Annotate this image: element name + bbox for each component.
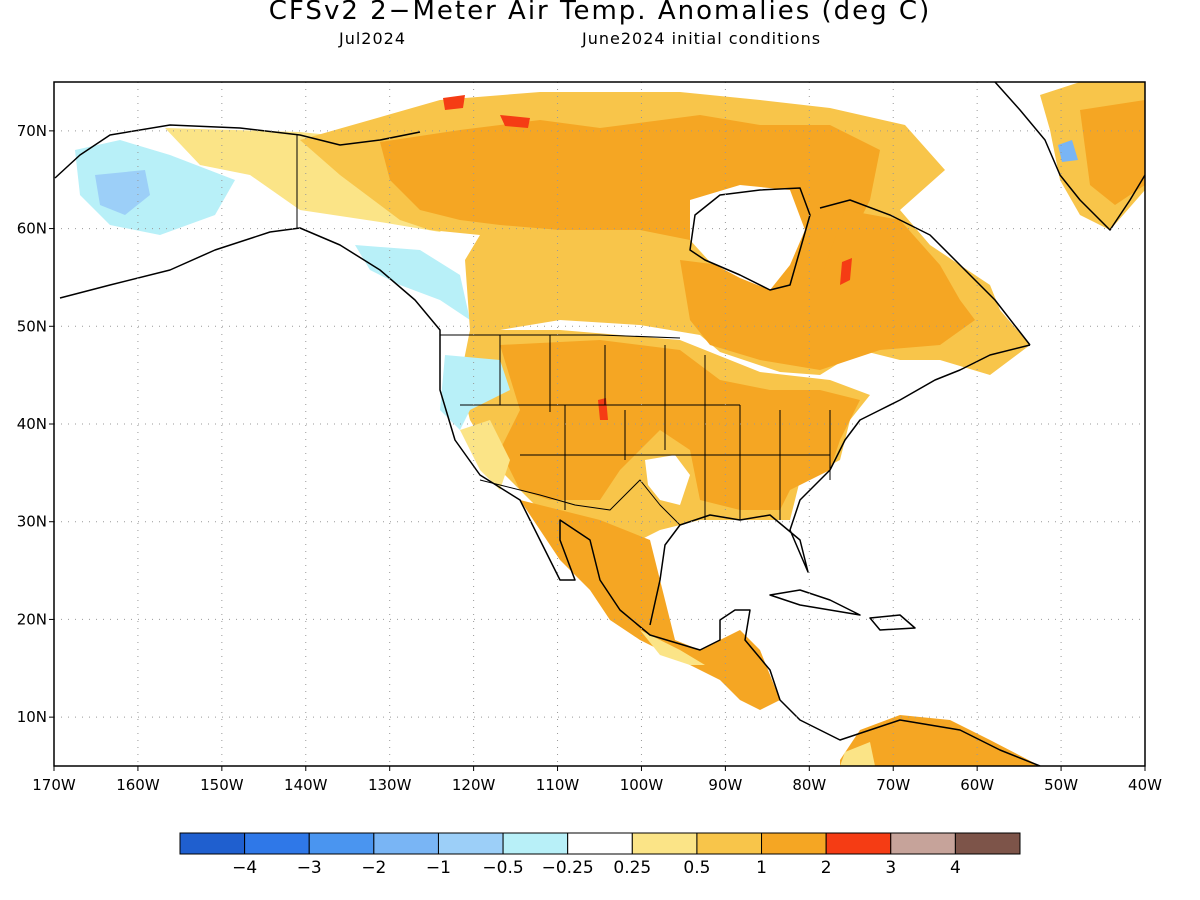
legend-label: 4: [950, 858, 961, 878]
legend-swatch: [825, 832, 892, 855]
lat-tick-label: 10N: [17, 708, 47, 726]
lon-tick-label: 60W: [960, 776, 994, 794]
legend-swatch: [179, 832, 246, 855]
latitude-labels: 10N 20N 30N 40N 50N 60N 70N: [17, 122, 54, 726]
alaska-cooler-area: [95, 170, 150, 215]
north-america-coast: [59, 227, 1041, 766]
south-america-yellow-area: [840, 742, 875, 766]
lon-tick-label: 140W: [284, 776, 328, 794]
alaska-cool-area: [75, 140, 235, 235]
legend-swatch: [437, 832, 504, 855]
hudson-bay-blank: [690, 185, 805, 290]
hispaniola-coast: [869, 614, 916, 631]
legend-label: −4: [232, 858, 257, 878]
gulf-coast: [649, 344, 1031, 626]
hudson-bay-coast: [689, 187, 811, 291]
lon-tick-label: 40W: [1128, 776, 1162, 794]
lon-tick-label: 100W: [620, 776, 664, 794]
lon-tick-label: 160W: [116, 776, 160, 794]
longitude-labels: 170W 160W 150W 140W 130W 120W 110W 100W 90W 80W 70…: [32, 766, 1162, 794]
lon-tick-label: 90W: [708, 776, 742, 794]
coastlines: [54, 82, 1145, 766]
map-title: CFSv2 2−Meter Air Temp. Anomalies (deg C…: [268, 0, 932, 26]
legend-label: 1: [756, 858, 767, 878]
lon-tick-label: 150W: [200, 776, 244, 794]
legend-swatch: [502, 832, 569, 855]
greenland-warmer-area: [1080, 100, 1145, 205]
greenland-coast: [994, 82, 1145, 231]
legend-swatch: [890, 832, 956, 855]
initial-conditions: June2024 initial conditions: [582, 29, 822, 48]
labrador-coast: [819, 199, 1031, 346]
arctic-hot-spot-2: [500, 115, 530, 128]
lon-tick-label: 120W: [452, 776, 496, 794]
legend-swatch: [954, 832, 1021, 855]
lat-tick-label: 70N: [17, 122, 47, 140]
forecast-month: Jul2024: [339, 29, 407, 48]
legend-swatch: [761, 832, 827, 855]
legend-label: −2: [361, 858, 386, 878]
south-america-warm-area: [840, 715, 1040, 766]
lat-tick-label: 40N: [17, 415, 47, 433]
lat-tick-label: 50N: [17, 317, 47, 335]
us-state-lines: [460, 335, 831, 520]
legend-swatch: [244, 832, 310, 855]
labrador-hot-spot: [840, 258, 852, 285]
lat-tick-label: 30N: [17, 513, 47, 531]
us-warmer-area: [500, 340, 860, 510]
arctic-hot-spot-1: [443, 95, 465, 110]
lon-tick-label: 80W: [792, 776, 826, 794]
anomaly-field: [75, 82, 1145, 766]
legend-swatch: [373, 832, 439, 855]
legend-swatch: [631, 832, 698, 855]
legend-label: 2: [821, 858, 832, 878]
cuba-coast: [769, 589, 861, 616]
legend-label: −0.25: [542, 858, 594, 878]
greenland-cool-spot: [1058, 140, 1078, 162]
legend-label: −1: [426, 858, 451, 878]
alaska-north-coast: [54, 124, 421, 179]
legend-swatch: [696, 832, 763, 855]
legend-swatch: [567, 832, 633, 855]
lon-tick-label: 50W: [1044, 776, 1078, 794]
lon-tick-label: 170W: [32, 776, 76, 794]
california-warm-area: [460, 420, 510, 490]
bc-cool-area: [355, 245, 470, 320]
lat-tick-label: 60N: [17, 220, 47, 238]
lon-tick-label: 70W: [876, 776, 910, 794]
legend-label: −0.5: [482, 858, 523, 878]
california-cool-area: [440, 355, 510, 430]
legend-label: 0.25: [613, 858, 651, 878]
us-mexico-border: [479, 479, 681, 526]
legend-label: 3: [885, 858, 896, 878]
legend-label: 0.5: [683, 858, 710, 878]
legend-label: −3: [297, 858, 322, 878]
lat-tick-label: 20N: [17, 610, 47, 628]
mexico-warm-area: [520, 500, 780, 710]
canada-us-border: [440, 334, 681, 339]
mexico-yellow-area: [640, 630, 705, 665]
lon-tick-label: 110W: [536, 776, 580, 794]
texas-cool-pocket: [645, 455, 690, 505]
color-legend: −4 −3 −2 −1 −0.5 −0.25 0.25 0.5 1 2 3 4: [179, 832, 1021, 878]
lon-tick-label: 130W: [368, 776, 412, 794]
legend-swatch: [308, 832, 375, 855]
quebec-warmer-area: [680, 210, 975, 370]
